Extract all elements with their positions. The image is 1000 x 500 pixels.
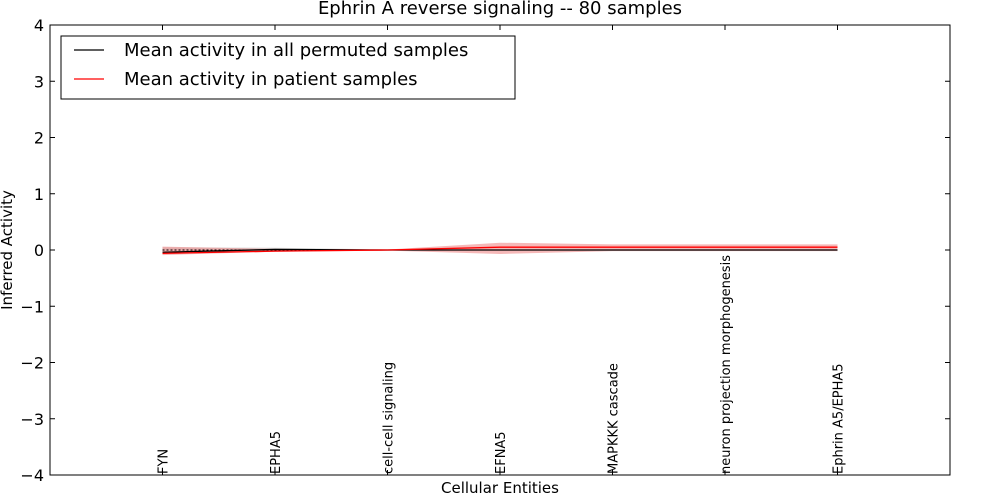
x-category-label: Ephrin A5/EPHA5 [832, 363, 847, 474]
x-category-label: cell-cell signaling [382, 362, 397, 474]
x-category-labels: FYN EPHA5 cell-cell signaling EFNA5 MAPKKK c… [157, 25, 847, 475]
line-patient [162, 246, 838, 255]
y-axis-ticks: 4 3 2 1 0 −1 −2 −3 −4 [20, 16, 950, 485]
y-tick-label: 3 [34, 72, 44, 91]
line-permuted [162, 248, 838, 253]
x-category-label: EFNA5 [494, 431, 509, 474]
x-category-label: MAPKKK cascade [607, 363, 622, 474]
y-tick-label: 4 [34, 16, 44, 35]
legend-label-permuted: Mean activity in all permuted samples [124, 40, 468, 61]
legend: Mean activity in all permuted samples Me… [60, 35, 516, 100]
confidence-bands [162, 242, 838, 256]
y-axis-label: Inferred Activity [0, 190, 16, 310]
y-tick-label: −3 [20, 410, 44, 429]
x-category-label: FYN [157, 449, 172, 474]
legend-box [60, 35, 516, 100]
y-tick-label: −2 [20, 354, 44, 373]
legend-label-patient: Mean activity in patient samples [124, 69, 418, 90]
x-category-label: neuron projection morphogenesis [719, 255, 734, 474]
y-tick-label: 1 [34, 185, 44, 204]
x-category-label: EPHA5 [269, 431, 284, 474]
y-tick-label: 0 [34, 241, 44, 260]
chart-title: Ephrin A reverse signaling -- 80 samples [318, 0, 682, 19]
x-axis-label: Cellular Entities [441, 479, 559, 497]
series-lines [162, 246, 838, 255]
band-patient [162, 242, 838, 256]
y-tick-label: −4 [20, 466, 44, 485]
y-tick-label: 2 [34, 129, 44, 148]
y-tick-label: −1 [20, 297, 44, 316]
